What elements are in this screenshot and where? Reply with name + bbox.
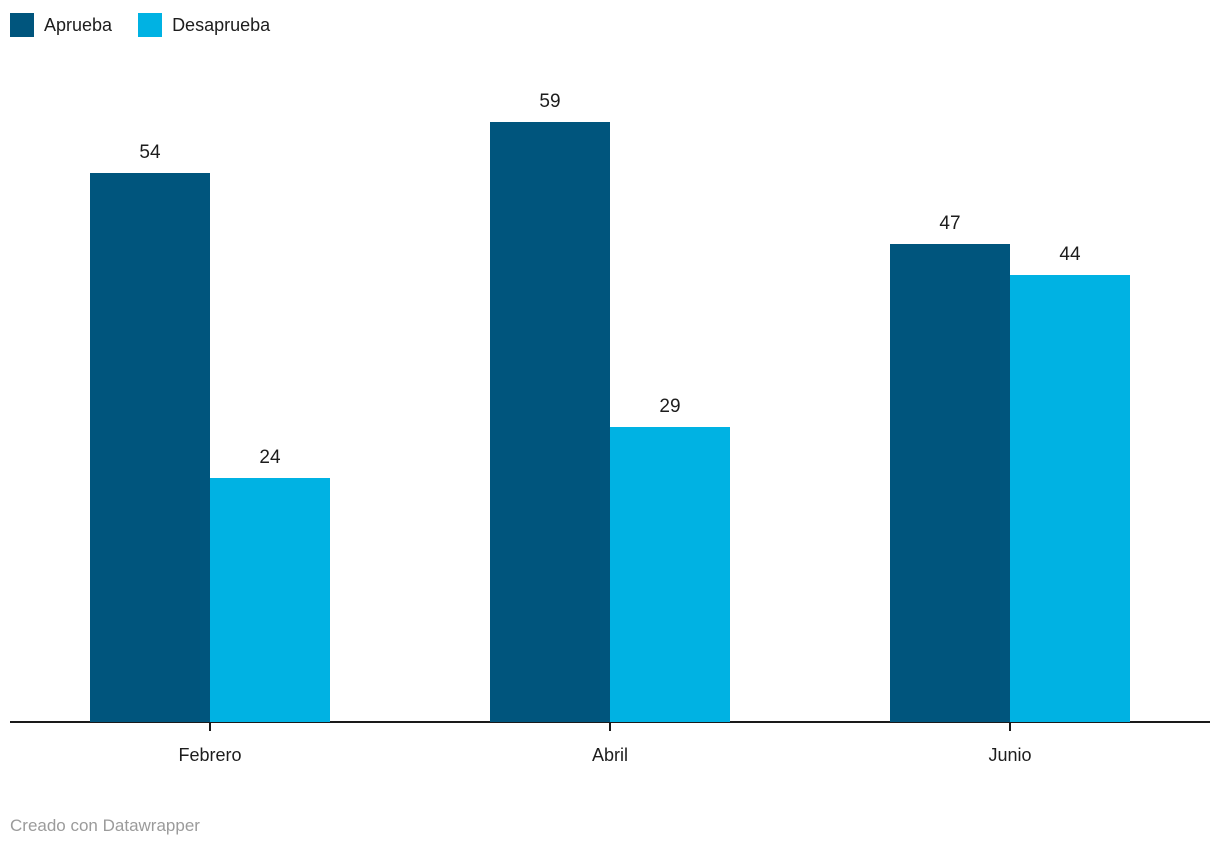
legend-label: Desaprueba bbox=[172, 15, 271, 35]
value-label-aprueba-febrero: 54 bbox=[139, 142, 161, 163]
bar-aprueba-abril[interactable] bbox=[490, 122, 610, 722]
bar-desaprueba-abril[interactable] bbox=[610, 427, 730, 722]
legend-label: Aprueba bbox=[44, 15, 113, 35]
legend-item-desaprueba: Desaprueba bbox=[138, 13, 270, 37]
x-axis-label-abril: Abril bbox=[591, 745, 628, 765]
legend-swatch-desaprueba bbox=[138, 13, 163, 37]
bar-desaprueba-junio[interactable] bbox=[1010, 275, 1130, 722]
value-label-aprueba-junio: 47 bbox=[939, 213, 961, 234]
legend-swatch-aprueba bbox=[10, 13, 34, 37]
value-label-desaprueba-junio: 44 bbox=[1059, 244, 1081, 265]
value-label-desaprueba-febrero: 24 bbox=[259, 447, 281, 468]
bar-aprueba-febrero[interactable] bbox=[90, 173, 210, 722]
datawrapper-credit-link[interactable]: Creado con Datawrapper bbox=[10, 816, 200, 835]
bar-desaprueba-febrero[interactable] bbox=[210, 478, 330, 722]
value-label-aprueba-abril: 59 bbox=[539, 91, 561, 112]
x-axis-label-junio: Junio bbox=[988, 745, 1032, 765]
x-axis-tick-febrero bbox=[209, 722, 211, 731]
legend: Aprueba Desaprueba bbox=[10, 13, 270, 37]
legend-item-aprueba: Aprueba bbox=[10, 13, 112, 37]
x-axis-tick-abril bbox=[609, 722, 611, 731]
x-axis-tick-junio bbox=[1009, 722, 1011, 731]
bar-aprueba-junio[interactable] bbox=[890, 244, 1010, 722]
x-axis-label-febrero: Febrero bbox=[178, 745, 242, 765]
value-label-desaprueba-abril: 29 bbox=[659, 396, 681, 417]
